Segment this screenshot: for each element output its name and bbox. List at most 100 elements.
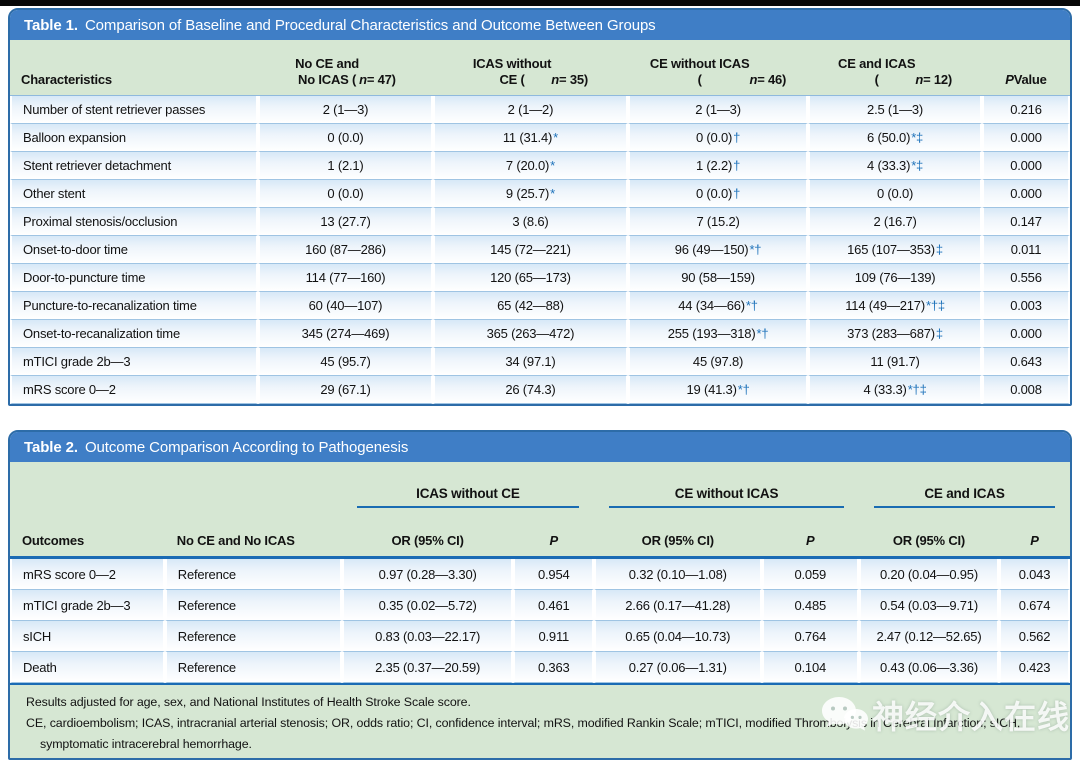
data-cell: 34 (97.1)	[432, 348, 628, 376]
significance-marker: ‡	[935, 242, 943, 257]
row-label: Number of stent retriever passes	[10, 96, 259, 124]
significance-marker: †	[733, 130, 741, 145]
data-cell: 0.363	[513, 652, 595, 683]
significance-marker: *†	[749, 242, 762, 257]
footnote-line-1: Results adjusted for age, sex, and Natio…	[26, 695, 471, 709]
group-header: CE without ICAS	[594, 462, 860, 508]
data-cell: 19 (41.3) *†	[627, 376, 809, 404]
data-cell: 0.954	[513, 559, 595, 590]
table2-title-bar: Table 2. Outcome Comparison According to…	[10, 432, 1070, 462]
data-cell: 114 (49—217) *†‡	[808, 292, 982, 320]
data-cell: 0 (0.0)	[808, 180, 982, 208]
significance-marker: *	[550, 158, 555, 173]
group-header: CE and ICAS	[859, 462, 1070, 508]
data-cell: 0.54 (0.03—9.71)	[859, 590, 999, 621]
data-cell: 0.35 (0.02—5.72)	[341, 590, 514, 621]
group-header-spacer	[10, 462, 165, 508]
top-strip	[0, 0, 1080, 6]
data-cell: 0.423	[998, 652, 1070, 683]
data-cell: 0 (0.0) †	[627, 124, 809, 152]
significance-marker: ‡	[935, 326, 943, 341]
data-cell: 2 (1—2)	[432, 96, 628, 124]
column-header: P Value	[981, 40, 1070, 96]
p-value-cell: 0.643	[981, 348, 1070, 376]
row-label: Balloon expansion	[10, 124, 259, 152]
data-cell: 0.65 (0.04—10.73)	[594, 621, 762, 652]
data-cell: 45 (95.7)	[258, 348, 433, 376]
column-header: OR (95% CI)	[859, 508, 999, 556]
row-label: Door-to-puncture time	[10, 264, 259, 292]
data-cell: 4 (33.3) *†‡	[808, 376, 982, 404]
significance-marker: *†‡	[907, 382, 927, 397]
data-cell: 120 (65—173)	[432, 264, 628, 292]
table2-grid: ICAS without CE CE without ICAS CE and ICA…	[10, 462, 1070, 683]
data-cell: 4 (33.3) *‡	[808, 152, 982, 180]
significance-marker: †	[733, 158, 741, 173]
row-label: mRS score 0—2	[10, 376, 259, 404]
data-cell: 45 (97.8)	[627, 348, 809, 376]
column-header: No CE and No ICAS	[164, 508, 342, 556]
reference-cell: Reference	[164, 559, 342, 590]
data-cell: 2.47 (0.12—52.65)	[859, 621, 999, 652]
column-header: No CE and No ICAS (n = 47)	[258, 40, 433, 96]
data-cell: 65 (42—88)	[432, 292, 628, 320]
data-cell: 0 (0.0)	[258, 124, 433, 152]
data-cell: 26 (74.3)	[432, 376, 628, 404]
significance-marker: *‡	[911, 158, 924, 173]
column-header-outcomes: Outcomes	[10, 508, 165, 556]
data-cell: 1 (2.1)	[258, 152, 433, 180]
footnote-line-2: CE, cardioembolism; ICAS, intracranial a…	[26, 716, 1021, 730]
footnote-line-3: symptomatic intracerebral hemorrhage.	[40, 737, 252, 751]
row-label: Stent retriever detachment	[10, 152, 259, 180]
data-cell: 109 (76—139)	[808, 264, 982, 292]
data-cell: 96 (49—150) *†	[627, 236, 809, 264]
table1-number: Table 1.	[24, 16, 78, 34]
column-header: OR (95% CI)	[341, 508, 514, 556]
data-cell: 11 (31.4) *	[432, 124, 628, 152]
p-value-cell: 0.556	[981, 264, 1070, 292]
data-cell: 0.97 (0.28—3.30)	[341, 559, 514, 590]
data-cell: 0.043	[998, 559, 1070, 590]
row-label: mTICI grade 2b—3	[10, 590, 165, 621]
table1-card: Table 1. Comparison of Baseline and Proc…	[8, 8, 1072, 406]
row-label: sICH	[10, 621, 165, 652]
significance-marker: *†	[737, 382, 750, 397]
significance-marker: *	[550, 186, 555, 201]
data-cell: 0.20 (0.04—0.95)	[859, 559, 999, 590]
significance-marker: *†	[745, 298, 758, 313]
p-value-cell: 0.003	[981, 292, 1070, 320]
data-cell: 255 (193—318) *†	[627, 320, 809, 348]
data-cell: 165 (107—353) ‡	[808, 236, 982, 264]
column-header: ICAS without CE (n = 35)	[432, 40, 628, 96]
data-cell: 2 (1—3)	[258, 96, 433, 124]
column-header: OR (95% CI)	[594, 508, 762, 556]
data-cell: 0 (0.0) †	[627, 180, 809, 208]
data-cell: 2 (16.7)	[808, 208, 982, 236]
p-value-cell: 0.000	[981, 320, 1070, 348]
p-value-cell: 0.000	[981, 180, 1070, 208]
reference-cell: Reference	[164, 621, 342, 652]
p-value-cell: 0.011	[981, 236, 1070, 264]
group-header-label: CE without ICAS	[609, 486, 845, 508]
data-cell: 0.32 (0.10—1.08)	[594, 559, 762, 590]
table1-title: Comparison of Baseline and Procedural Ch…	[84, 16, 656, 34]
column-header: CE without ICAS(n = 46)	[627, 40, 809, 96]
table1-title-bar: Table 1. Comparison of Baseline and Proc…	[10, 10, 1070, 40]
data-cell: 0.461	[513, 590, 595, 621]
p-value-cell: 0.000	[981, 152, 1070, 180]
p-value-cell: 0.216	[981, 96, 1070, 124]
data-cell: 29 (67.1)	[258, 376, 433, 404]
data-cell: 2 (1—3)	[627, 96, 809, 124]
column-header: CE and ICAS(n = 12)	[808, 40, 982, 96]
data-cell: 7 (15.2)	[627, 208, 809, 236]
column-header: P	[513, 508, 595, 556]
significance-marker: †	[733, 186, 741, 201]
data-cell: 13 (27.7)	[258, 208, 433, 236]
data-cell: 0.911	[513, 621, 595, 652]
column-header: P	[998, 508, 1070, 556]
group-header-spacer	[164, 462, 342, 508]
data-cell: 114 (77—160)	[258, 264, 433, 292]
table2-footnote: Results adjusted for age, sex, and Natio…	[10, 683, 1070, 758]
row-label: Death	[10, 652, 165, 683]
